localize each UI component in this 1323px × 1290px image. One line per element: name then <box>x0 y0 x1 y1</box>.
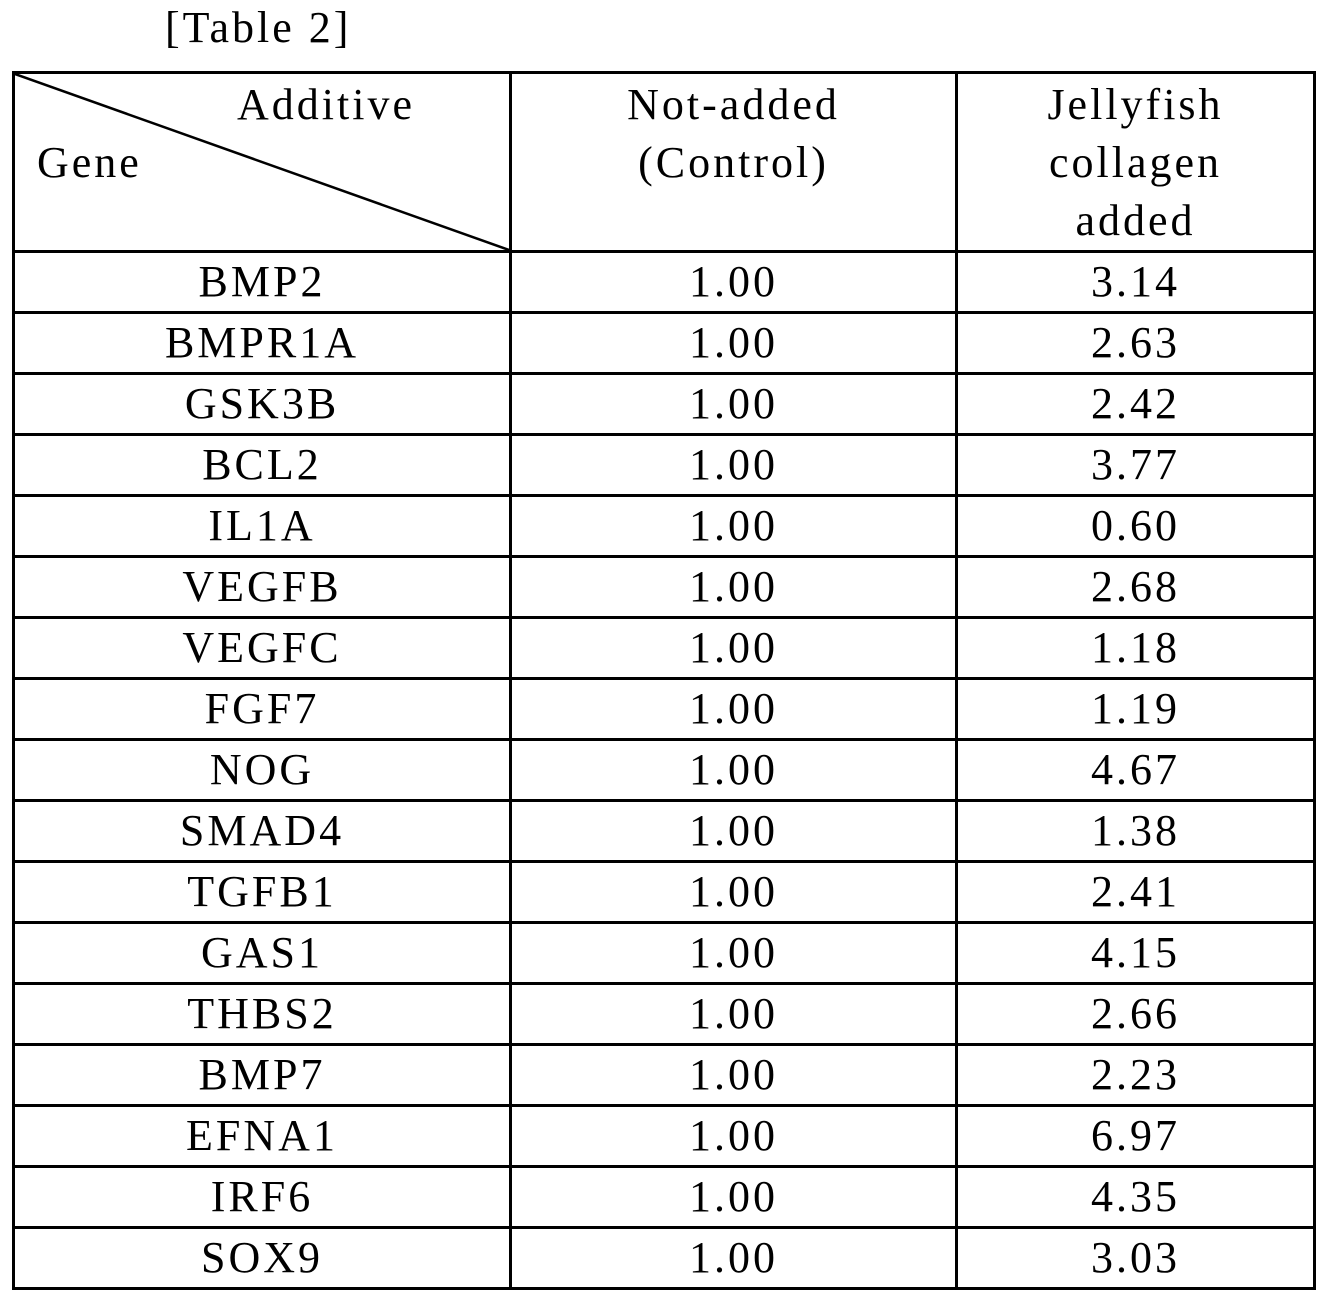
gene-cell: BCL2 <box>14 435 511 496</box>
gene-cell: NOG <box>14 740 511 801</box>
jellyfish-value-cell: 4.15 <box>957 923 1315 984</box>
control-value-cell: 1.00 <box>511 801 957 862</box>
gene-cell: GAS1 <box>14 923 511 984</box>
gene-cell: IL1A <box>14 496 511 557</box>
table-row: BCL21.003.77 <box>14 435 1315 496</box>
control-value-cell: 1.00 <box>511 496 957 557</box>
control-value-cell: 1.00 <box>511 984 957 1045</box>
header-corner-cell: Additive Gene <box>14 73 511 252</box>
gene-cell: BMP7 <box>14 1045 511 1106</box>
table-row: TGFB11.002.41 <box>14 862 1315 923</box>
jellyfish-value-cell: 2.66 <box>957 984 1315 1045</box>
header-control-line-1: Not-added <box>512 76 955 134</box>
control-value-cell: 1.00 <box>511 313 957 374</box>
table-row: BMP71.002.23 <box>14 1045 1315 1106</box>
jellyfish-value-cell: 1.18 <box>957 618 1315 679</box>
table-row: IL1A1.000.60 <box>14 496 1315 557</box>
control-value-cell: 1.00 <box>511 435 957 496</box>
jellyfish-value-cell: 4.67 <box>957 740 1315 801</box>
table-row: VEGFC1.001.18 <box>14 618 1315 679</box>
gene-cell: EFNA1 <box>14 1106 511 1167</box>
table-row: NOG1.004.67 <box>14 740 1315 801</box>
control-value-cell: 1.00 <box>511 374 957 435</box>
gene-cell: SOX9 <box>14 1228 511 1289</box>
jellyfish-value-cell: 1.38 <box>957 801 1315 862</box>
jellyfish-value-cell: 1.19 <box>957 679 1315 740</box>
table-row: THBS21.002.66 <box>14 984 1315 1045</box>
table-row: EFNA11.006.97 <box>14 1106 1315 1167</box>
table-row: SOX91.003.03 <box>14 1228 1315 1289</box>
table-row: VEGFB1.002.68 <box>14 557 1315 618</box>
table-caption: [Table 2] <box>165 2 351 54</box>
control-value-cell: 1.00 <box>511 1167 957 1228</box>
jellyfish-value-cell: 0.60 <box>957 496 1315 557</box>
table-row: BMP21.003.14 <box>14 252 1315 313</box>
header-jellyfish-cell: Jellyfish collagen added <box>957 73 1315 252</box>
jellyfish-value-cell: 6.97 <box>957 1106 1315 1167</box>
jellyfish-value-cell: 3.14 <box>957 252 1315 313</box>
header-additive-label: Additive <box>237 76 415 134</box>
jellyfish-value-cell: 4.35 <box>957 1167 1315 1228</box>
header-control-line-2: (Control) <box>512 134 955 192</box>
table-body: Additive Gene Not-added (Control) Jellyf… <box>14 73 1315 1289</box>
gene-cell: TGFB1 <box>14 862 511 923</box>
gene-cell: IRF6 <box>14 1167 511 1228</box>
jellyfish-value-cell: 2.68 <box>957 557 1315 618</box>
header-gene-label: Gene <box>37 134 142 192</box>
header-control-cell: Not-added (Control) <box>511 73 957 252</box>
gene-cell: VEGFC <box>14 618 511 679</box>
gene-cell: BMPR1A <box>14 313 511 374</box>
control-value-cell: 1.00 <box>511 618 957 679</box>
control-value-cell: 1.00 <box>511 740 957 801</box>
control-value-cell: 1.00 <box>511 862 957 923</box>
control-value-cell: 1.00 <box>511 1045 957 1106</box>
gene-cell: GSK3B <box>14 374 511 435</box>
table-row: BMPR1A1.002.63 <box>14 313 1315 374</box>
header-jellyfish-line-3: added <box>958 192 1313 250</box>
table-row: GAS11.004.15 <box>14 923 1315 984</box>
table-row: SMAD41.001.38 <box>14 801 1315 862</box>
table-row: GSK3B1.002.42 <box>14 374 1315 435</box>
gene-expression-table: Additive Gene Not-added (Control) Jellyf… <box>12 71 1316 1290</box>
jellyfish-value-cell: 3.77 <box>957 435 1315 496</box>
table-row: IRF61.004.35 <box>14 1167 1315 1228</box>
header-jellyfish-line-1: Jellyfish <box>958 76 1313 134</box>
control-value-cell: 1.00 <box>511 557 957 618</box>
control-value-cell: 1.00 <box>511 679 957 740</box>
table-header-row: Additive Gene Not-added (Control) Jellyf… <box>14 73 1315 252</box>
gene-cell: SMAD4 <box>14 801 511 862</box>
jellyfish-value-cell: 3.03 <box>957 1228 1315 1289</box>
gene-cell: VEGFB <box>14 557 511 618</box>
gene-cell: FGF7 <box>14 679 511 740</box>
control-value-cell: 1.00 <box>511 1106 957 1167</box>
control-value-cell: 1.00 <box>511 1228 957 1289</box>
control-value-cell: 1.00 <box>511 252 957 313</box>
jellyfish-value-cell: 2.41 <box>957 862 1315 923</box>
gene-cell: BMP2 <box>14 252 511 313</box>
jellyfish-value-cell: 2.23 <box>957 1045 1315 1106</box>
jellyfish-value-cell: 2.63 <box>957 313 1315 374</box>
gene-cell: THBS2 <box>14 984 511 1045</box>
table-row: FGF71.001.19 <box>14 679 1315 740</box>
jellyfish-value-cell: 2.42 <box>957 374 1315 435</box>
header-jellyfish-line-2: collagen <box>958 134 1313 192</box>
control-value-cell: 1.00 <box>511 923 957 984</box>
